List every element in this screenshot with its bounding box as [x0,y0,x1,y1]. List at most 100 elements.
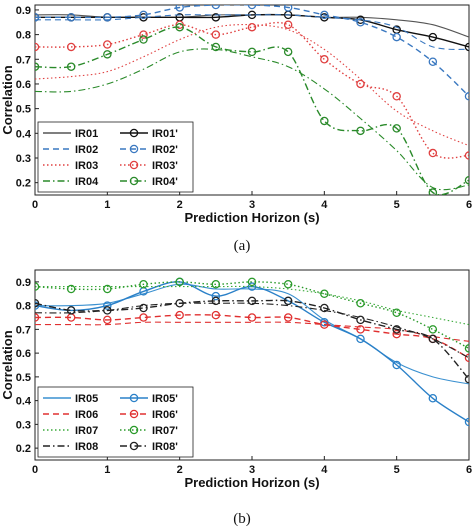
x-axis-label: Prediction Horizon (s) [184,210,319,225]
data-point [392,124,401,133]
legend-entry: IR02' [152,144,178,156]
chart-panel-b: 0 1 2 3 4 5 6 0.2 0.3 0.4 0.5 0.6 0.7 0.8 0.9 Predictio… [0,269,472,527]
data-point [428,57,438,67]
y-tick-label: 0.7 [16,324,31,336]
y-tick-label: 0.2 [16,443,31,455]
legend-marker [129,409,139,419]
data-point [35,313,40,322]
series-line-IR08 [35,302,469,359]
data-point [211,291,221,301]
data-point [392,329,401,339]
data-point [283,313,293,322]
data-point [320,289,329,298]
data-point [103,284,112,294]
data-point [356,315,365,325]
legend-entry: IR07' [152,425,178,437]
series-line-IR07 [35,285,469,326]
data-point [320,317,329,327]
x-tick-label: 5 [394,464,400,476]
legend-marker [129,128,139,138]
data-point [247,277,257,287]
data-point [103,13,112,22]
x-tick-label: 6 [466,464,472,476]
legend-entry: IR07 [75,425,98,437]
data-point [211,30,221,39]
y-axis-label: Correlation [0,330,15,399]
x-tick-label: 2 [177,199,183,211]
data-point [356,18,365,27]
y-tick-label: 0.8 [16,301,31,313]
data-point [175,310,184,320]
legend-entry: IR05' [152,393,178,405]
data-point [392,325,401,334]
legend-marker [129,425,139,435]
data-point [247,22,257,32]
data-point [464,344,469,353]
y-tick-label: 0.3 [16,153,31,165]
legend-marker [129,160,139,170]
x-tick-label: 0 [32,199,38,211]
data-point [247,296,257,306]
data-point [356,79,365,89]
x-tick-label: 3 [249,464,255,476]
data-point [175,298,184,308]
x-tick-label: 2 [177,464,183,476]
data-point [139,313,148,322]
data-point [66,284,76,294]
data-point [66,13,76,22]
series-line-IR03-prime [35,21,469,159]
legend-entry: IR02 [75,144,98,156]
legend-entry: IR06' [152,409,178,421]
series-line-IR05 [35,283,469,385]
data-point [320,116,329,126]
legend-entry: IR03 [75,160,98,172]
series-line-IR04 [35,48,469,191]
data-point [139,279,148,289]
series-line-IR02-prime [35,5,469,97]
data-point [35,301,40,310]
data-point [428,334,438,344]
legend-b: IR05 IR05' IR06 IR06' IR07 IR07' IR08 IR08' [37,386,194,458]
data-point [175,22,184,32]
data-point [139,30,148,39]
data-point [320,303,329,313]
data-point [392,92,401,101]
chart-panel-a: 0 1 2 3 4 5 6 0.2 0.3 0.4 0.5 0.6 0.7 0.8 0.9 Predictio… [0,4,472,254]
data-point [392,32,401,42]
legend-entry: IR08' [152,441,178,453]
data-point [35,42,40,52]
y-tick-label: 0.4 [16,396,32,408]
data-point [35,62,40,71]
x-tick-label: 4 [321,464,328,476]
x-tick-label: 0 [32,464,38,476]
legend-marker [129,176,139,186]
data-point [428,393,438,403]
data-point [356,298,365,308]
data-point [464,353,469,363]
panel-caption: (b) [233,511,251,527]
legend-entry: IR04' [152,176,178,188]
data-point [139,10,148,20]
legend-entry: IR01' [152,128,178,140]
legend-marker [129,144,139,154]
data-point [320,10,329,20]
data-point [464,92,469,101]
data-point [211,296,221,306]
data-point [320,55,329,64]
data-point [211,5,221,10]
y-tick-label: 0.3 [16,419,31,431]
y-tick-label: 0.4 [16,128,32,140]
x-tick-label: 3 [249,199,255,211]
data-point [139,35,148,44]
data-point [464,375,469,384]
data-point [464,151,469,160]
data-point [283,279,293,289]
legend-entry: IR03' [152,160,178,172]
data-point [247,47,257,57]
data-point [211,279,221,289]
y-tick-label: 0.2 [16,178,31,190]
y-tick-label: 0.7 [16,54,31,66]
data-point [464,42,469,52]
data-point [66,306,76,315]
data-point [247,313,257,322]
